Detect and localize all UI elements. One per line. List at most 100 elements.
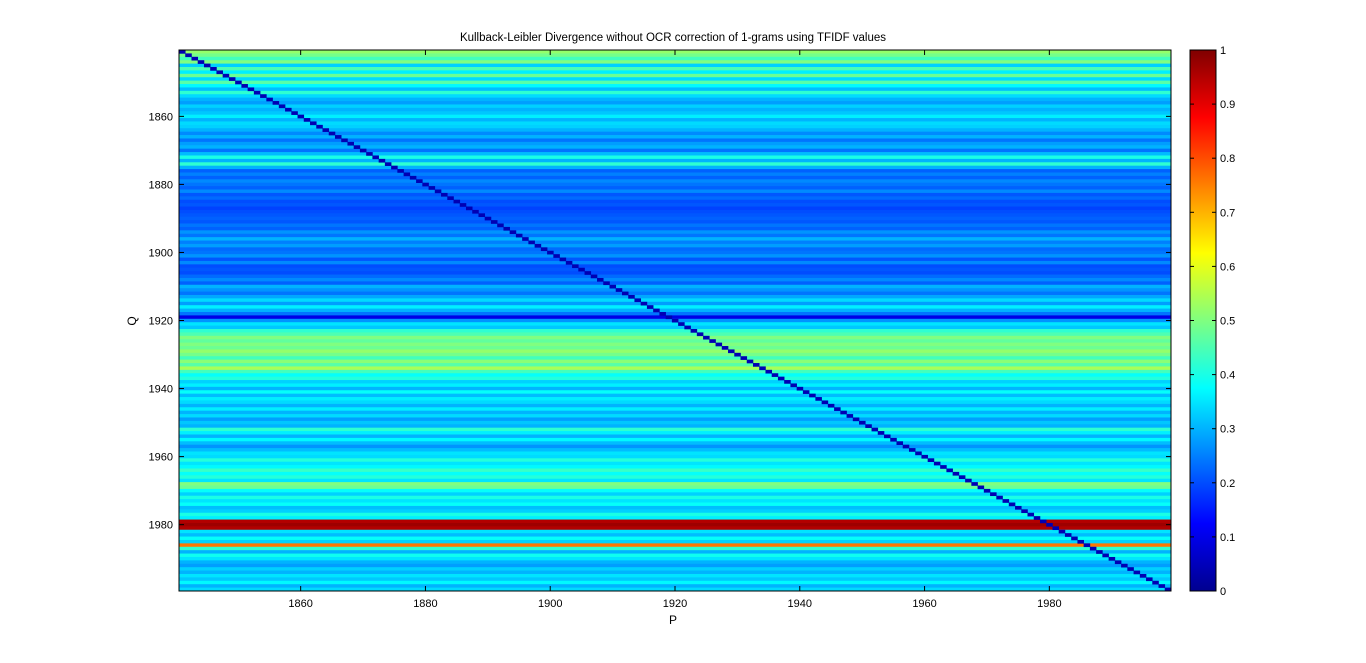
heatmap-row — [179, 53, 1171, 58]
heatmap-row — [179, 135, 1171, 139]
diagonal-cell — [578, 267, 585, 272]
diagonal-cell — [316, 124, 323, 129]
heatmap-row — [179, 138, 1171, 143]
x-tick-label: 1960 — [912, 598, 936, 610]
diagonal-cell — [528, 240, 535, 245]
heatmap-row — [179, 277, 1171, 282]
diagonal-cell — [590, 274, 598, 279]
diagonal-cell — [1077, 539, 1084, 544]
chart-title: Kullback-Leibler Divergence without OCR … — [460, 32, 886, 44]
diagonal-cell — [391, 165, 398, 170]
heatmap-row — [179, 499, 1171, 503]
diagonal-cell — [603, 281, 610, 286]
colorbar — [1189, 49, 1217, 592]
heatmap-row — [179, 131, 1171, 136]
heatmap-row — [179, 543, 1171, 548]
diagonal-cell — [921, 454, 928, 459]
heatmap-row — [179, 512, 1171, 517]
diagonal-cell — [434, 189, 442, 194]
diagonal-cell — [840, 410, 847, 415]
heatmap-row — [179, 56, 1171, 61]
heatmap-row — [179, 179, 1171, 184]
diagonal-cell — [1133, 570, 1141, 575]
diagonal-cell — [609, 284, 617, 289]
heatmap-row — [179, 90, 1171, 95]
heatmap-row — [179, 533, 1171, 537]
diagonal-cell — [728, 349, 735, 354]
heatmap-row — [179, 363, 1171, 367]
heatmap-row — [179, 305, 1171, 309]
heatmap-row — [179, 63, 1171, 68]
diagonal-cell — [291, 111, 298, 115]
diagonal-cell — [241, 84, 248, 88]
diagonal-cell — [278, 104, 286, 109]
heatmap-row — [179, 492, 1171, 497]
heatmap-row — [179, 376, 1171, 381]
heatmap-row — [179, 189, 1171, 194]
heatmap-row — [179, 104, 1171, 109]
x-axis: 1860 1880 1900 1920 1940 1960 1980 — [288, 50, 1062, 610]
diagonal-cell — [809, 393, 816, 398]
diagonal-cell — [1096, 550, 1103, 554]
diagonal-cell — [1033, 516, 1041, 520]
heatmap-row — [179, 274, 1171, 279]
colorbar-tick-label: 0.5 — [1220, 316, 1235, 328]
diagonal-cell — [996, 495, 1003, 500]
diagonal-cell — [678, 322, 685, 326]
heatmap-row — [179, 175, 1171, 180]
heatmap-row — [179, 254, 1171, 258]
heatmap-row — [179, 407, 1171, 412]
diagonal-cell — [965, 478, 972, 483]
diagonal-cell — [447, 196, 454, 201]
diagonal-cell — [1108, 556, 1116, 561]
heatmap-row — [179, 111, 1171, 116]
heatmap-row — [179, 386, 1171, 391]
diagonal-cell — [322, 128, 330, 132]
heatmap-row — [179, 539, 1171, 544]
heatmap-row — [179, 342, 1171, 347]
heatmap-row — [179, 414, 1171, 418]
heatmap-row — [179, 240, 1171, 245]
y-axis: 1860 1880 1900 1920 1940 1960 1980 — [149, 111, 1171, 532]
heatmap-row — [179, 73, 1171, 78]
heatmap-row — [179, 573, 1171, 578]
heatmap-row — [179, 526, 1171, 531]
diagonal-cell — [247, 87, 255, 92]
heatmap-row — [179, 199, 1171, 204]
diagonal-cell — [210, 67, 217, 71]
diagonal-cell — [971, 482, 978, 486]
heatmap-row — [179, 383, 1171, 388]
heatmap-row — [179, 291, 1171, 296]
colorbar-tick-label: 0.2 — [1220, 478, 1235, 490]
heatmap-row — [179, 97, 1171, 102]
diagonal-cell — [203, 63, 211, 68]
diagonal-cell — [1015, 505, 1022, 510]
heatmap-row — [179, 182, 1171, 187]
diagonal-cell — [341, 138, 348, 143]
heatmap-row — [179, 145, 1171, 150]
heatmap-row — [179, 196, 1171, 201]
heatmap-row — [179, 529, 1171, 534]
diagonal-cell — [690, 329, 698, 333]
diagonal-cell — [353, 145, 361, 149]
diagonal-cell — [946, 468, 953, 473]
diagonal-cell — [977, 485, 985, 490]
diagonal-cell — [933, 461, 941, 466]
heatmap-row — [179, 339, 1171, 344]
diagonal-cell — [378, 158, 386, 163]
diagonal-cell — [740, 356, 748, 360]
heatmap-row — [179, 301, 1171, 306]
diagonal-cell — [372, 155, 379, 160]
diagonal-cell — [1146, 577, 1153, 582]
x-tick-label: 1860 — [288, 598, 312, 610]
heatmap-row — [179, 471, 1171, 476]
heatmap-row — [179, 84, 1171, 88]
diagonal-cell — [640, 301, 648, 306]
heatmap-row — [179, 352, 1171, 357]
diagonal-cell — [515, 233, 523, 238]
heatmap-row — [179, 431, 1171, 435]
diagonal-cell — [297, 114, 305, 119]
heatmap-row — [179, 332, 1171, 337]
heatmap-row — [179, 220, 1171, 224]
diagonal-cell — [1008, 502, 1016, 507]
